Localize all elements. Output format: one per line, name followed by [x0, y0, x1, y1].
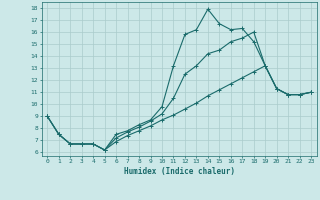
X-axis label: Humidex (Indice chaleur): Humidex (Indice chaleur) [124, 167, 235, 176]
